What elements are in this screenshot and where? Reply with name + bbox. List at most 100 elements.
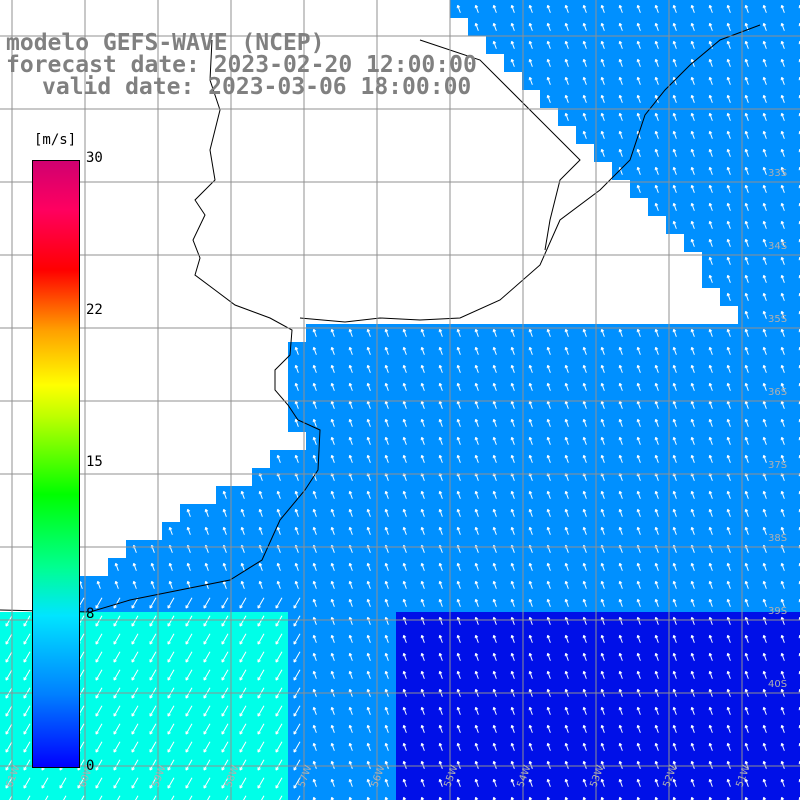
wind-arrow bbox=[780, 112, 785, 121]
wind-arrow bbox=[239, 741, 247, 753]
wind-arrow bbox=[474, 4, 479, 13]
wind-arrow bbox=[312, 418, 317, 427]
wind-arrow bbox=[348, 580, 353, 589]
wind-arrow bbox=[348, 454, 353, 463]
wind-arrow bbox=[762, 202, 767, 211]
wind-arrow bbox=[780, 652, 785, 661]
wind-speed-cell bbox=[792, 738, 800, 756]
wind-arrow bbox=[726, 58, 731, 67]
wind-arrow bbox=[726, 742, 731, 751]
wind-arrow bbox=[672, 112, 677, 121]
wind-arrow bbox=[636, 40, 641, 49]
wind-arrow bbox=[618, 778, 623, 787]
wind-arrow bbox=[690, 436, 695, 445]
wind-arrow bbox=[672, 202, 677, 211]
wind-arrow bbox=[456, 328, 461, 337]
wind-arrow bbox=[63, 795, 67, 800]
wind-arrow bbox=[167, 615, 175, 627]
wind-arrow bbox=[257, 633, 265, 645]
wind-arrow bbox=[312, 490, 317, 499]
wind-arrow bbox=[312, 634, 317, 643]
wind-arrow bbox=[366, 418, 371, 427]
wind-arrow bbox=[618, 94, 623, 103]
wind-arrow bbox=[582, 130, 587, 139]
wind-arrow bbox=[726, 706, 731, 715]
wind-arrow bbox=[672, 40, 677, 49]
wind-arrow bbox=[582, 454, 587, 463]
wind-arrow bbox=[546, 634, 551, 643]
wind-arrow bbox=[780, 220, 785, 229]
wind-speed-cell bbox=[792, 378, 800, 396]
wind-arrow bbox=[312, 580, 317, 589]
wind-arrow bbox=[780, 670, 785, 679]
wind-speed-cell bbox=[306, 792, 324, 800]
wind-arrow bbox=[348, 670, 353, 679]
wind-arrow bbox=[780, 166, 785, 175]
wind-arrow bbox=[636, 652, 641, 661]
wind-arrow bbox=[636, 706, 641, 715]
wind-arrow bbox=[149, 741, 157, 753]
wind-arrow bbox=[708, 346, 713, 355]
wind-arrow bbox=[564, 40, 569, 49]
wind-arrow bbox=[456, 580, 461, 589]
wind-arrow bbox=[204, 508, 209, 517]
wind-arrow bbox=[384, 454, 389, 463]
wind-arrow bbox=[726, 112, 731, 121]
wind-arrow bbox=[330, 670, 335, 679]
wind-arrow bbox=[330, 418, 335, 427]
wind-arrow bbox=[618, 580, 623, 589]
wind-arrow bbox=[275, 633, 283, 645]
wind-arrow bbox=[492, 670, 497, 679]
wind-arrow bbox=[366, 598, 371, 607]
wind-arrow bbox=[402, 526, 407, 535]
wind-arrow bbox=[618, 634, 623, 643]
wind-arrow bbox=[384, 436, 389, 445]
wind-arrow bbox=[420, 634, 425, 643]
wind-arrow bbox=[492, 742, 497, 751]
wind-arrow bbox=[708, 328, 713, 337]
wind-arrow bbox=[474, 328, 479, 337]
wind-speed-cell bbox=[342, 792, 360, 800]
wind-arrow bbox=[744, 292, 749, 301]
wind-arrow bbox=[636, 22, 641, 31]
wind-arrow bbox=[312, 328, 317, 337]
wind-arrow bbox=[636, 490, 641, 499]
wind-arrow bbox=[672, 508, 677, 517]
wind-arrow bbox=[312, 598, 317, 607]
wind-arrow bbox=[510, 634, 515, 643]
wind-arrow bbox=[456, 508, 461, 517]
wind-arrow bbox=[744, 382, 749, 391]
wind-arrow bbox=[582, 22, 587, 31]
wind-arrow bbox=[221, 759, 229, 771]
wind-arrow bbox=[510, 706, 515, 715]
wind-arrow bbox=[402, 598, 407, 607]
wind-arrow bbox=[618, 706, 623, 715]
wind-arrow bbox=[546, 652, 551, 661]
wind-arrow bbox=[708, 274, 713, 283]
wind-arrow bbox=[384, 526, 389, 535]
wind-arrow bbox=[636, 508, 641, 517]
wind-arrow bbox=[510, 508, 515, 517]
wind-arrow bbox=[762, 94, 767, 103]
wind-arrow bbox=[528, 778, 533, 787]
wind-arrow bbox=[672, 454, 677, 463]
wind-arrow bbox=[546, 76, 551, 85]
wind-arrow bbox=[366, 436, 371, 445]
wind-arrow bbox=[600, 112, 605, 121]
wind-arrow bbox=[780, 238, 785, 247]
wind-arrow bbox=[420, 742, 425, 751]
wind-arrow bbox=[690, 598, 695, 607]
wind-arrow bbox=[744, 310, 749, 319]
wind-arrow bbox=[582, 328, 587, 337]
wind-arrow bbox=[780, 292, 785, 301]
wind-arrow bbox=[492, 706, 497, 715]
wind-arrow bbox=[510, 436, 515, 445]
wind-arrow bbox=[690, 400, 695, 409]
wind-arrow bbox=[528, 580, 533, 589]
coastline-path bbox=[299, 24, 761, 323]
wind-arrow bbox=[348, 652, 353, 661]
wind-arrow bbox=[744, 166, 749, 175]
wind-arrow bbox=[474, 760, 479, 769]
wind-arrow bbox=[654, 652, 659, 661]
wind-arrow bbox=[330, 490, 335, 499]
